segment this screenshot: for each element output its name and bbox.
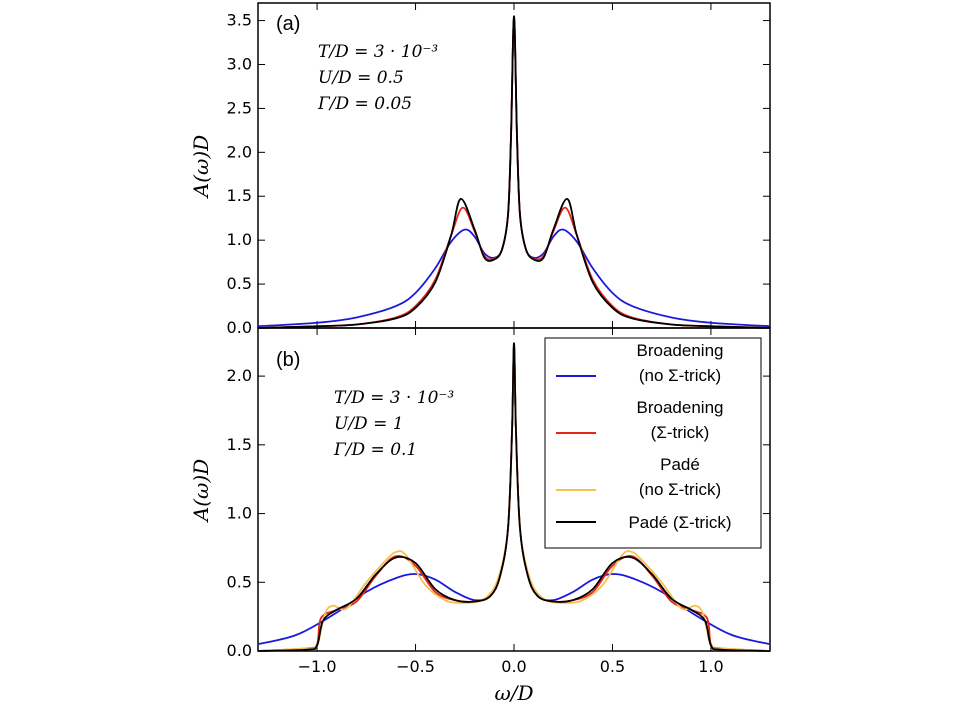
panel-b-param-3: Γ/D = 0.1 (333, 440, 417, 460)
legend-label: (no Σ-trick) (639, 366, 721, 385)
series-line-a-0 (257, 17, 771, 328)
y-tick-label: 2.5 (227, 98, 252, 117)
series-line-a-1 (257, 17, 771, 329)
panel-b-param-1: T/D = 3 · 10⁻³ (334, 388, 454, 408)
legend-label: Broadening (637, 341, 724, 360)
legend-label: (Σ-trick) (651, 423, 710, 442)
legend-entries: Broadening (no Σ-trick) Broadening (Σ-trick… (556, 341, 732, 532)
x-tick-label: −1.0 (298, 657, 337, 676)
y-tick-label: 2.0 (227, 366, 252, 385)
panel-a-param-1: T/D = 3 · 10⁻³ (318, 42, 438, 62)
y-tick-label: 1.0 (227, 230, 252, 249)
panel-b-y-ticks: 0.0 0.5 1.0 1.5 2.0 (227, 328, 770, 660)
panel-b: 0.0 0.5 1.0 1.5 2.0 −1.0 −0.5 0.0 0.5 1.0 (b) T/… (189, 327, 771, 705)
legend-label: (no Σ-trick) (639, 480, 721, 499)
panel-a: 0.0 0.5 1.0 1.5 2.0 2.5 3.0 3.5 (a) T/D = 3 · 1… (189, 2, 771, 337)
y-tick-label: 3.0 (227, 54, 252, 73)
panel-b-x-ticks: −1.0 −0.5 0.0 0.5 1.0 (298, 657, 724, 676)
legend-label: Padé (660, 455, 700, 474)
y-tick-label: 0.0 (227, 641, 252, 660)
x-tick-label: −0.5 (396, 657, 435, 676)
panel-b-param-2: U/D = 1 (334, 414, 404, 434)
panel-a-y-ticks: 0.0 0.5 1.0 1.5 2.0 2.5 3.0 3.5 (227, 3, 770, 337)
panel-b-series (257, 342, 771, 652)
x-tick-label: 0.5 (600, 657, 625, 676)
legend: Broadening (no Σ-trick) Broadening (Σ-trick… (544, 337, 762, 549)
panel-a-param-3: Γ/D = 0.05 (317, 94, 412, 114)
panel-b-x-axis-title: ω/D (494, 681, 533, 705)
series-line-a-2 (257, 15, 771, 329)
series-line-b-3 (257, 342, 771, 652)
x-tick-label: 1.0 (698, 657, 723, 676)
panel-a-label: (a) (276, 13, 300, 35)
panel-a-y-axis-title: A(ω)D (189, 135, 213, 199)
y-tick-label: 0.5 (227, 274, 252, 293)
y-tick-label: 0.0 (227, 318, 252, 337)
panel-a-series (257, 15, 771, 329)
legend-box (544, 337, 762, 549)
y-tick-label: 2.0 (227, 142, 252, 161)
panel-b-y-axis-title: A(ω)D (189, 459, 213, 523)
panel-a-param-2: U/D = 0.5 (318, 68, 404, 88)
y-tick-label: 3.5 (227, 11, 252, 30)
x-tick-label: 0.0 (501, 657, 526, 676)
y-tick-label: 1.5 (227, 186, 252, 205)
panel-b-label: (b) (276, 349, 300, 371)
legend-label: Padé (Σ-trick) (628, 513, 731, 532)
legend-label: Broadening (637, 398, 724, 417)
y-tick-label: 1.0 (227, 504, 252, 523)
y-tick-label: 0.5 (227, 572, 252, 591)
y-tick-label: 1.5 (227, 435, 252, 454)
